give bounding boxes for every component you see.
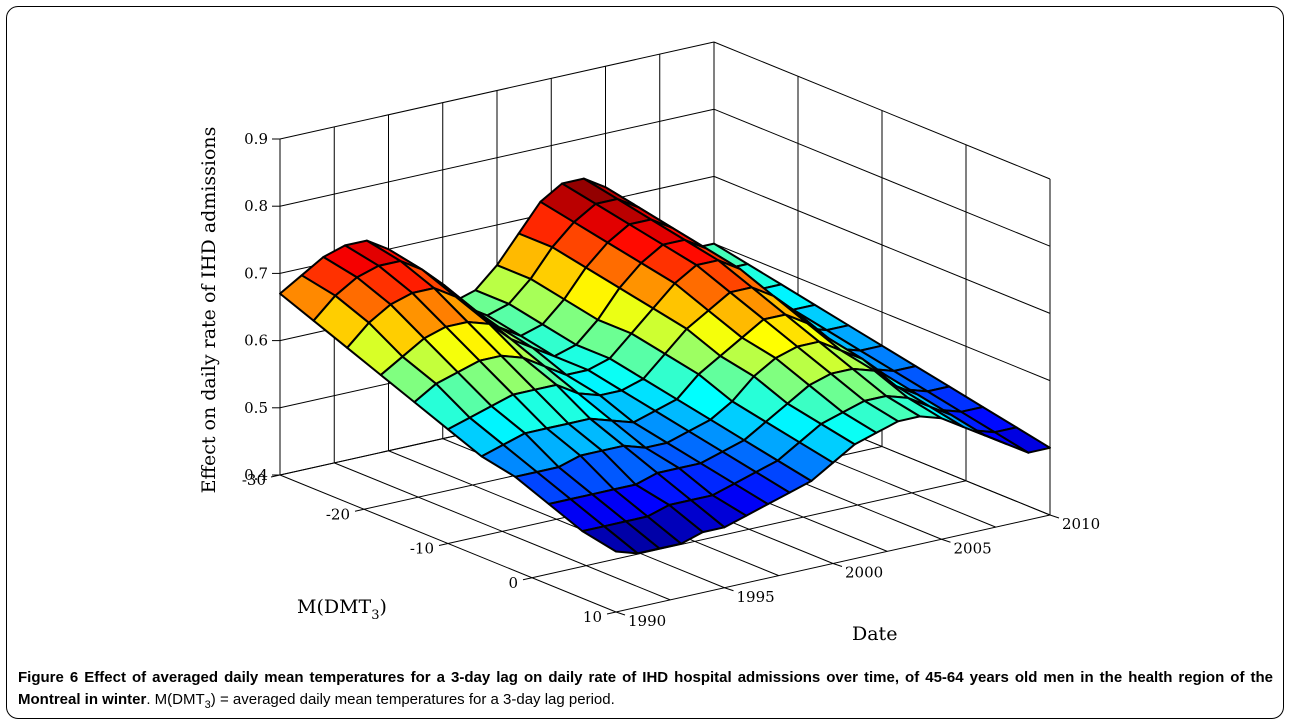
z-tick-label: 0.4 — [244, 466, 268, 484]
y-tick-mark — [724, 587, 734, 592]
y-tick-mark — [1049, 514, 1060, 519]
back-wall-grid-line — [279, 108, 715, 207]
y-tick-label: 1995 — [737, 588, 775, 606]
x-tick-mark — [606, 611, 617, 615]
surface-patch — [581, 525, 639, 555]
surface-chart: 0.4 0.5 0.6 0.7 0.8 0.9 -30 -20 -10 0 10 1990 1995 20… — [198, 41, 1100, 645]
caption-note-pre: . M(DMT — [146, 691, 205, 708]
z-tick-label: 0.7 — [244, 264, 268, 282]
y-tick-label: 2000 — [845, 564, 883, 582]
figure-caption: Figure 6 Effect of averaged daily mean t… — [18, 667, 1273, 716]
z-tick-label: 0.5 — [244, 399, 268, 417]
x-tick-label: -20 — [326, 505, 350, 523]
surface-mesh — [279, 177, 1051, 555]
y-tick-label: 2005 — [954, 539, 992, 557]
x-axis-label: M(DMT3) — [297, 596, 387, 623]
z-tick-label: 0.8 — [244, 197, 268, 215]
caption-figure-label: Figure 6 — [18, 669, 79, 686]
floor-grid-line — [334, 462, 671, 601]
x-tick-label: 0 — [508, 574, 518, 592]
x-tick-label: 10 — [583, 608, 602, 626]
caption-note-post: ) = averaged daily mean temperatures for… — [210, 691, 615, 708]
caption-note-sub: 3 — [204, 699, 211, 711]
y-axis-label: Date — [852, 623, 897, 645]
x-tick-mark — [270, 474, 281, 478]
x-tick-mark — [522, 577, 533, 581]
caption-title: Effect of averaged daily mean temperatur… — [18, 669, 1273, 708]
x-tick-label: -30 — [242, 471, 266, 489]
x-tick-mark — [438, 543, 449, 546]
y-tick-label: 2010 — [1062, 515, 1100, 533]
x-tick-label: -10 — [410, 540, 434, 558]
right-wall-grid-line — [713, 41, 1051, 180]
right-wall-grid-line — [713, 243, 1051, 382]
right-wall-grid-line — [713, 175, 1051, 314]
y-tick-mark — [941, 538, 951, 543]
back-wall-grid-line — [279, 41, 715, 140]
y-tick-mark — [832, 563, 843, 567]
floor-grid-line — [388, 450, 725, 589]
y-tick-label: 1990 — [628, 612, 666, 630]
axis-ticks: 0.4 0.5 0.6 0.7 0.8 0.9 -30 -20 -10 0 10 1990 1995 20… — [242, 130, 1100, 630]
x-tick-mark — [354, 508, 365, 512]
z-axis-label: Effect on daily rate of IHD admissions — [198, 127, 220, 494]
right-wall-grid-line — [713, 108, 1051, 247]
y-tick-mark — [615, 611, 626, 616]
z-tick-label: 0.9 — [244, 130, 268, 148]
z-tick-label: 0.6 — [244, 332, 268, 350]
